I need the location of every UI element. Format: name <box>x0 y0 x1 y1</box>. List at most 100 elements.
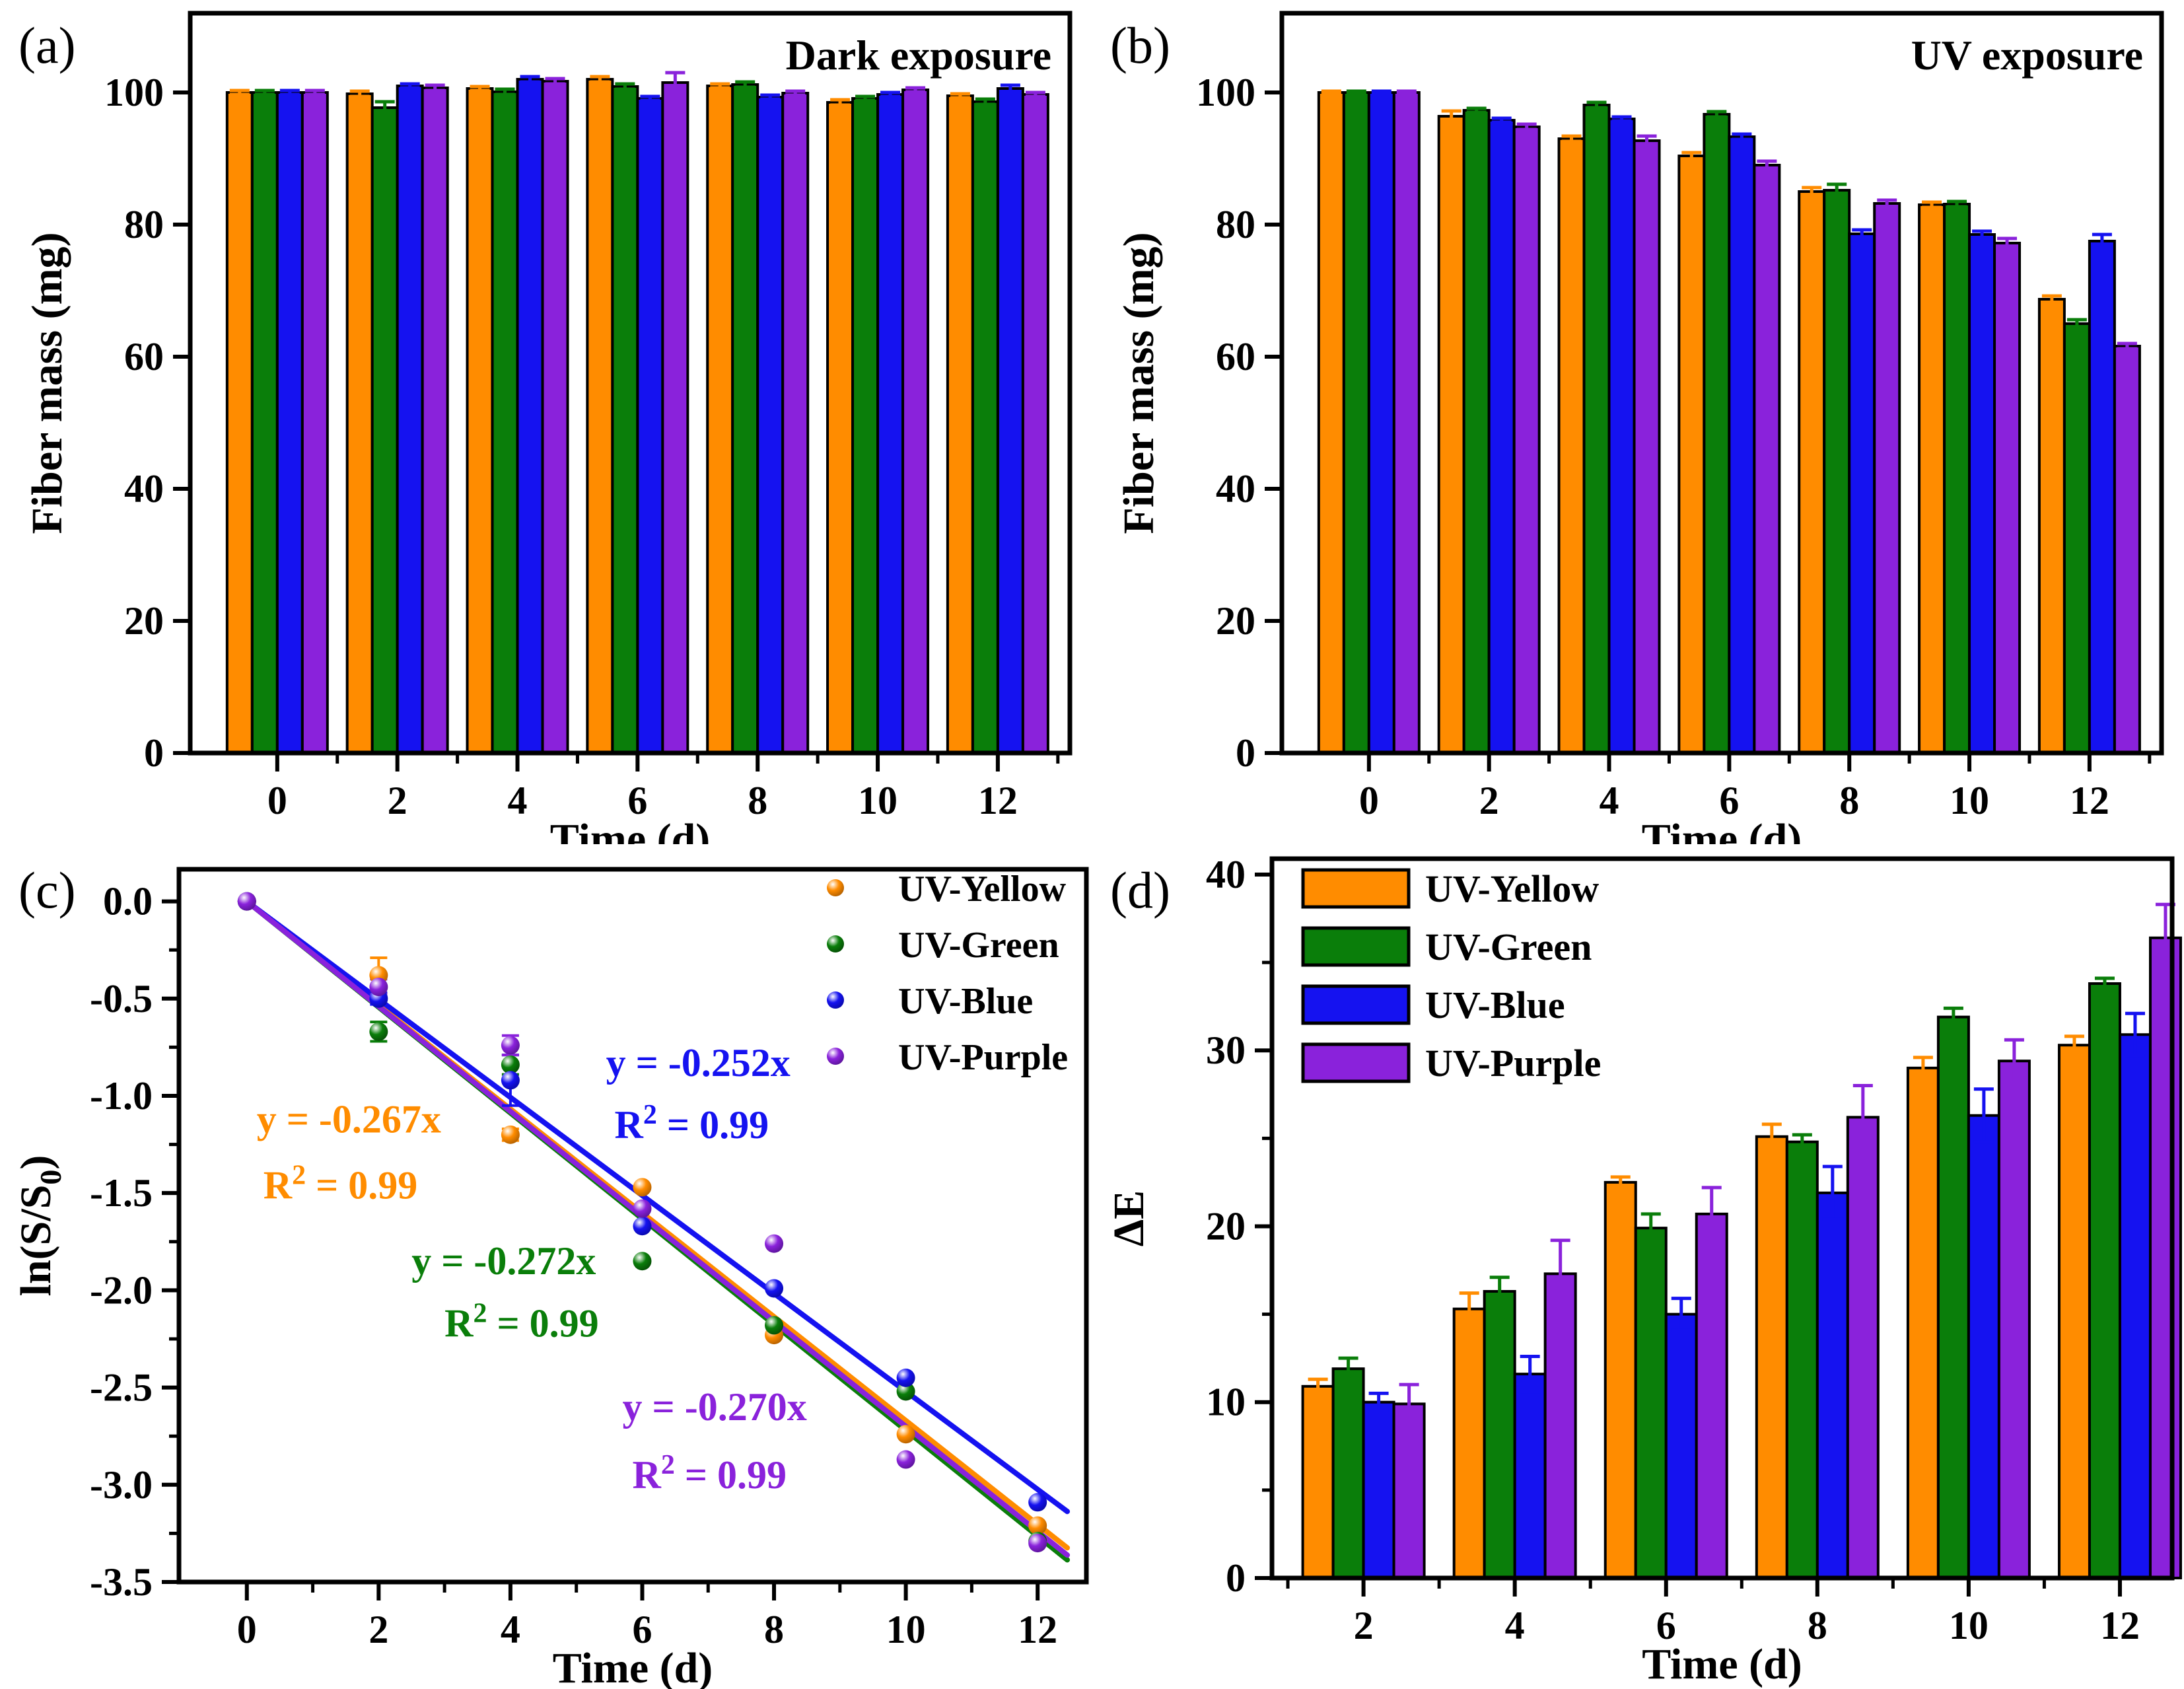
bar-UV-Blue-day12 <box>2118 1033 2152 1579</box>
point-UV-Blue-day8 <box>765 1279 784 1298</box>
point-UV-Green-day4 <box>501 1055 520 1074</box>
plot-border-a <box>188 11 1073 756</box>
bar-UV-Green-day10 <box>1943 203 1971 754</box>
point-UV-Blue-day6 <box>633 1217 652 1236</box>
point-UV-Purple-day6 <box>633 1199 652 1218</box>
x-tick-label: 12 <box>2070 779 2109 822</box>
legend-d: UV-Yellow UV-Green UV-Blue UV-Purple <box>1301 867 1601 1085</box>
y-tick-label: 30 <box>1206 1028 1246 1072</box>
legend-marker-UV-Blue <box>827 991 844 1009</box>
y-tick-label: 0.0 <box>103 880 153 923</box>
x-tick-label: 0 <box>267 779 287 822</box>
panel-title-a: Dark exposure <box>786 32 1051 79</box>
fit-equation-yellow: y = -0.267x <box>257 1097 441 1141</box>
bar-UV-Blue-day12 <box>996 87 1024 754</box>
bar-UV-Green-day6 <box>1703 113 1731 754</box>
bar-UV-Blue-day10 <box>1967 1114 2000 1579</box>
bar-UV-Yellow-day0 <box>225 91 254 754</box>
bar-UV-Yellow-day8 <box>1798 190 1826 754</box>
bar-UV-Blue-day4 <box>1607 118 1636 754</box>
x-axis-label: Time (d) <box>1642 815 1802 844</box>
bar-UV-Green-day12 <box>2088 982 2121 1579</box>
bar-UV-Purple-day12 <box>2113 345 2141 754</box>
y-tick-label: -2.0 <box>90 1268 153 1312</box>
legend-label-UV-Green: UV-Green <box>898 925 1059 966</box>
plot-border-d <box>1269 856 2175 1581</box>
point-UV-Yellow-day10 <box>896 1425 915 1444</box>
panel-letter-b: (b) <box>1110 17 1170 74</box>
y-tick-label: -1.5 <box>90 1171 153 1215</box>
x-tick-label: 2 <box>369 1608 388 1651</box>
x-axis-label: Time (d) <box>1642 1640 1802 1688</box>
panel-a-dark-exposure-bar-chart: 0 2 4 6 8 10 12 0 20 40 60 80 100 Time (d) Fiber mass … <box>18 11 1073 844</box>
x-tick-label: 8 <box>764 1608 784 1651</box>
plot-border-c <box>176 867 1089 1585</box>
x-tick-label: 4 <box>501 1608 520 1651</box>
panel-b-uv-exposure-bar-chart: 0 2 4 6 8 10 12 0 20 40 60 80 100 Time (d) Fiber mass … <box>1110 11 2164 844</box>
x-tick-label: 10 <box>886 1608 926 1651</box>
x-tick-label: 2 <box>388 779 407 822</box>
bar-UV-Green-day8 <box>731 83 759 754</box>
x-tick-label: 10 <box>1950 779 1989 822</box>
panel-letter-d: (d) <box>1110 861 1170 919</box>
bar-UV-Yellow-day6 <box>586 78 614 754</box>
y-tick-label: 40 <box>124 467 164 511</box>
y-axis-label: ln(S/S0) <box>12 1155 67 1297</box>
bar-UV-Yellow-day6 <box>1677 155 1706 754</box>
bar-UV-Purple-day6 <box>1753 164 1781 754</box>
legend-c: UV-Yellow UV-Green UV-Blue UV-Purple <box>827 869 1068 1078</box>
x-tick-label: 6 <box>632 1608 652 1651</box>
bar-UV-Purple-day6 <box>1695 1212 1728 1579</box>
bar-UV-Purple-day12 <box>2148 936 2182 1579</box>
legend-marker-UV-Yellow <box>827 879 844 896</box>
bar-UV-Blue-day8 <box>1848 233 1876 754</box>
y-tick-label: 40 <box>1216 467 1255 511</box>
bar-UV-Purple-day8 <box>781 92 810 754</box>
bar-UV-Green-day8 <box>1823 189 1851 754</box>
legend-swatch-UV-Blue <box>1301 984 1411 1025</box>
bar-UV-Blue-day6 <box>1664 1312 1698 1580</box>
bar-UV-Blue-day8 <box>756 96 785 754</box>
bar-UV-Green-day12 <box>971 100 999 754</box>
fit-r2-blue: R2 = 0.99 <box>615 1100 769 1147</box>
bar-UV-Blue-day8 <box>1815 1191 1849 1579</box>
bar-UV-Purple-day8 <box>1846 1116 1880 1579</box>
bar-UV-Yellow-day8 <box>1755 1135 1788 1579</box>
y-axis-label: ΔE <box>1105 1190 1153 1246</box>
y-tick-label: 20 <box>1216 599 1255 643</box>
point-UV-Purple-day2 <box>369 978 388 997</box>
legend-label-UV-Purple: UV-Purple <box>1425 1042 1601 1085</box>
bar-UV-Purple-day12 <box>1021 93 1049 754</box>
legend-swatch-UV-Purple <box>1301 1042 1411 1083</box>
y-axis-label: Fiber mass (mg) <box>23 232 71 534</box>
legend-label-UV-Green: UV-Green <box>1425 925 1592 968</box>
x-tick-label: 8 <box>1839 779 1859 822</box>
y-tick-label: 40 <box>1206 853 1246 896</box>
point-UV-Purple-day12 <box>1028 1534 1047 1553</box>
bar-UV-Blue-day10 <box>876 93 905 754</box>
bar-UV-Yellow-day4 <box>1557 137 1586 754</box>
bar-UV-Yellow-day12 <box>946 94 974 754</box>
x-tick-label: 6 <box>1719 779 1739 822</box>
legend-label-UV-Blue: UV-Blue <box>1425 984 1565 1026</box>
point-UV-Blue-day12 <box>1028 1493 1047 1512</box>
y-tick-label: 10 <box>1206 1381 1246 1424</box>
point-UV-Yellow-day6 <box>633 1178 652 1197</box>
bar-UV-Green-day10 <box>1936 1015 1970 1579</box>
bar-UV-Blue-day6 <box>1728 135 1756 754</box>
bar-UV-Purple-day2 <box>1512 126 1541 754</box>
bar-UV-Yellow-day2 <box>1437 115 1465 754</box>
bar-UV-Green-day4 <box>491 90 519 754</box>
bar-UV-Green-day2 <box>1331 1367 1365 1580</box>
plot-border-b <box>1279 11 2164 756</box>
bar-UV-Purple-day4 <box>541 80 569 754</box>
panel-title-b: UV exposure <box>1911 32 2143 79</box>
point-UV-Purple-day0 <box>237 892 256 911</box>
bar-UV-Green-day6 <box>611 85 639 754</box>
y-tick-label: -2.5 <box>90 1366 153 1410</box>
legend-swatch-UV-Green <box>1301 926 1411 967</box>
bar-UV-Blue-day0 <box>275 91 304 754</box>
panel-c-kinetics-scatter-chart: y = -0.267x R2 = 0.99 y = -0.272x R2 = 0.99… <box>12 861 1089 1689</box>
